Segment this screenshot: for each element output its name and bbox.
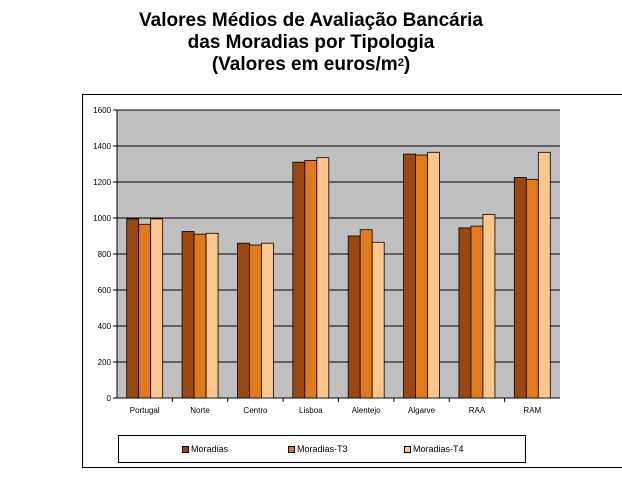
- legend-item-moradias-t4: Moradias-T4: [404, 444, 464, 455]
- bar-moradias-lisboa: [292, 161, 306, 399]
- y-tick-label: 1000: [93, 214, 111, 223]
- legend-item-moradias: Moradias: [182, 444, 228, 455]
- legend-label-moradias-t3: Moradias-T3: [297, 444, 348, 454]
- bar-moradias-t4-ram: [537, 151, 551, 399]
- legend-swatch-moradias-t4: [404, 446, 411, 453]
- x-tick-label: Portugal: [130, 406, 160, 415]
- bar-moradias-alentejo: [347, 235, 361, 399]
- bar-moradias-t3-ram: [525, 178, 539, 399]
- legend-label-moradias-t4: Moradias-T4: [413, 444, 464, 454]
- legend-swatch-moradias: [182, 446, 189, 453]
- legend-item-moradias-t3: Moradias-T3: [288, 444, 348, 455]
- x-tick-label: RAA: [469, 406, 486, 415]
- bar-moradias-t4-norte: [205, 232, 219, 399]
- bar-moradias-norte: [181, 231, 195, 399]
- bar-moradias-t4-lisboa: [316, 157, 330, 399]
- bar-moradias-t3-lisboa: [304, 159, 318, 399]
- x-tick-label: Centro: [243, 406, 268, 415]
- bar-moradias-t3-algarve: [415, 154, 428, 399]
- y-tick-label: 1200: [93, 178, 111, 187]
- x-tick-label: RAM: [523, 406, 541, 415]
- x-tick-label: Algarve: [408, 406, 436, 415]
- bar-moradias-t3-alentejo: [359, 229, 373, 399]
- bar-moradias-t4-raa: [482, 213, 496, 399]
- bar-moradias-t4-algarve: [427, 151, 440, 399]
- bar-moradias-t3-raa: [470, 225, 484, 399]
- chart-title-line-3: (Valores em euros/m2): [0, 54, 622, 76]
- chart-title-superscript: 2: [397, 57, 404, 69]
- bar-moradias-centro: [237, 242, 250, 399]
- chart-title-line-2: das Moradias por Tipologia: [187, 32, 435, 53]
- y-tick-label: 200: [98, 358, 112, 367]
- y-tick-label: 1600: [93, 106, 111, 115]
- y-tick-label: 1400: [93, 142, 111, 151]
- bar-moradias-ram: [513, 177, 527, 399]
- bar-moradias-algarve: [403, 153, 416, 399]
- y-tick-label: 600: [98, 286, 112, 295]
- bar-moradias-portugal: [126, 218, 140, 399]
- bar-moradias-t3-portugal: [138, 223, 152, 399]
- chart-title-unit: (Valores em euros/m: [211, 54, 398, 75]
- chart-title-close-paren: ): [403, 54, 411, 75]
- chart-title-line-1: Valores Médios de Avaliação Bancária: [139, 10, 483, 31]
- bar-moradias-t4-alentejo: [371, 241, 385, 399]
- chart-title: Valores Médios de Avaliação Bancária das…: [0, 10, 622, 76]
- y-tick-label: 0: [107, 394, 112, 403]
- bar-moradias-t4-centro: [261, 242, 274, 399]
- bar-moradias-t3-norte: [193, 233, 207, 399]
- bar-moradias-t4-portugal: [150, 218, 164, 399]
- legend-swatch-moradias-t3: [288, 446, 295, 453]
- y-tick-label: 800: [98, 250, 112, 259]
- x-tick-label: Alentejo: [352, 406, 381, 415]
- x-tick-label: Lisboa: [299, 406, 323, 415]
- x-tick-label: Norte: [190, 406, 210, 415]
- bar-moradias-t3-centro: [249, 244, 262, 399]
- chart-frame: [82, 94, 622, 468]
- y-tick-label: 400: [98, 322, 112, 331]
- bar-moradias-raa: [458, 227, 472, 399]
- chart-legend: Moradias Moradias-T3 Moradias-T4: [118, 435, 526, 463]
- legend-label-moradias: Moradias: [191, 444, 229, 454]
